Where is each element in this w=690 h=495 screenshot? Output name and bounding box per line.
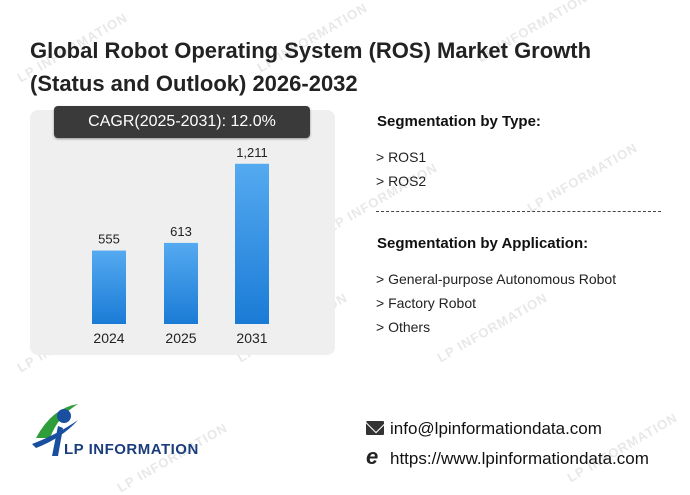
title-line-1: Global Robot Operating System (ROS) Mark…: [30, 38, 592, 63]
segmentation-application-heading: Segmentation by Application:: [377, 235, 589, 252]
cagr-badge: CAGR(2025-2031): 12.0%: [54, 106, 310, 138]
x-tick-label: 2031: [236, 330, 267, 346]
mail-icon: [366, 421, 384, 435]
bar-chart: 555 2024 613 2025 1,211 2031: [92, 145, 269, 346]
bar-2031: [235, 163, 269, 324]
watermark: LP INFORMATION: [324, 159, 441, 236]
application-item-others: > Others: [376, 319, 431, 335]
title-line-2: (Status and Outlook) 2026-2032: [30, 71, 358, 96]
type-item-ros1: > ROS1: [376, 149, 427, 165]
contact-website[interactable]: https://www.lpinformationdata.com: [390, 449, 649, 468]
type-item-ros2: > ROS2: [376, 173, 427, 189]
application-item-factory-robot: > Factory Robot: [376, 295, 476, 311]
watermark: LP INFORMATION: [524, 139, 641, 216]
lp-logo-icon: [32, 404, 78, 456]
logo-text: LP INFORMATION: [64, 441, 199, 458]
bar-value-label: 555: [98, 232, 120, 247]
page-title: Global Robot Operating System (ROS) Mark…: [30, 34, 670, 100]
bar-value-label: 1,211: [236, 145, 268, 160]
web-icon: e: [366, 444, 379, 469]
bar-value-label: 613: [170, 224, 192, 239]
contact-email[interactable]: info@lpinformationdata.com: [390, 419, 602, 438]
bar-2024: [92, 250, 126, 324]
bar-2025: [164, 242, 198, 324]
x-tick-label: 2024: [93, 330, 124, 346]
application-item-general-purpose: > General-purpose Autonomous Robot: [376, 271, 617, 287]
section-divider: [376, 211, 661, 212]
x-tick-label: 2025: [165, 330, 196, 346]
segmentation-type-heading: Segmentation by Type:: [377, 113, 541, 130]
